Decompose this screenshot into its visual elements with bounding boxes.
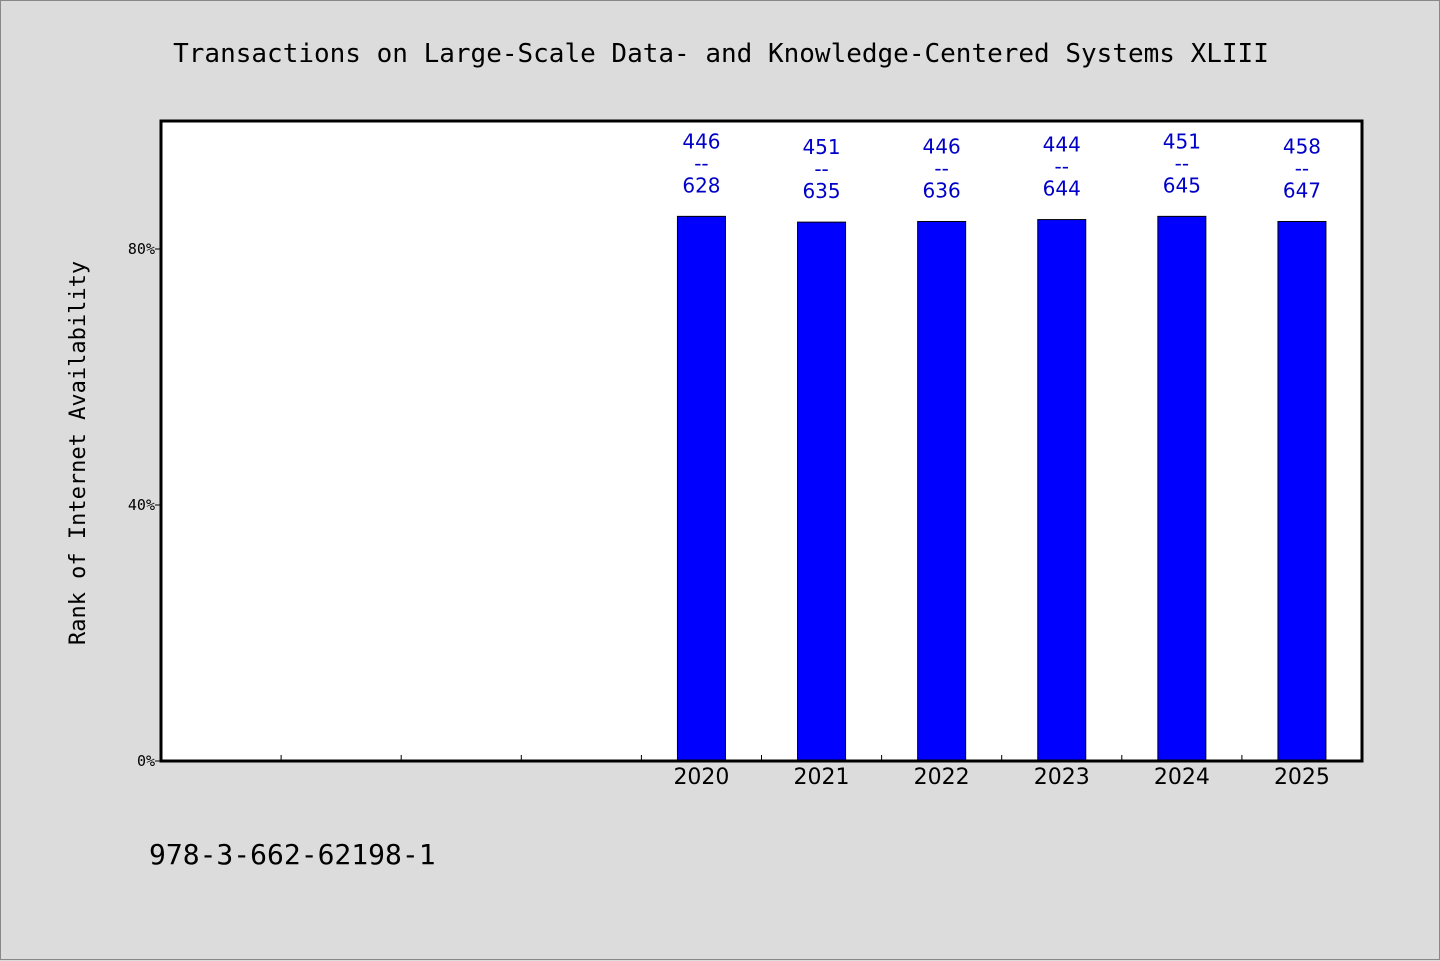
- y-tick-label-0: 0%: [137, 752, 155, 770]
- x-tick-label-2024: 2024: [1154, 765, 1210, 790]
- data-label-2022-line3: 636: [923, 178, 961, 202]
- data-label-2021-line3: 635: [802, 179, 840, 203]
- bar-2024: [1157, 215, 1207, 762]
- data-label-2024-line3: 645: [1163, 173, 1201, 197]
- data-label-2025-line3: 647: [1283, 178, 1321, 202]
- bar-2020: [676, 215, 726, 762]
- x-tick-label-2020: 2020: [673, 765, 729, 790]
- data-label-2023-line3: 644: [1043, 177, 1081, 201]
- bars-layer: [676, 215, 1327, 762]
- data-label-2022-line2: --: [934, 156, 948, 180]
- y-axis-label: Rank of Internet Availability: [66, 261, 91, 645]
- data-label-2020-line3: 628: [682, 173, 720, 197]
- data-label-2024-line2: --: [1175, 151, 1189, 175]
- data-label-2025-line2: --: [1295, 156, 1309, 180]
- x-tick-label-2021: 2021: [794, 765, 850, 790]
- data-label-2020-line2: --: [694, 151, 708, 175]
- bar-2023: [1037, 219, 1087, 762]
- isbn-label: 978-3-662-62198-1: [149, 838, 436, 871]
- data-label-2020-line1: 446: [682, 129, 720, 153]
- x-tick-label-2023: 2023: [1034, 765, 1090, 790]
- axes-layer: 2020 2021 2022 2023 2024 2025 0% 40% 80%: [128, 240, 1330, 790]
- x-tick-label-2022: 2022: [914, 765, 970, 790]
- x-tick-label-2025: 2025: [1274, 765, 1330, 790]
- y-tick-label-80: 80%: [128, 240, 155, 258]
- bar-2025: [1277, 220, 1327, 762]
- plot-border: [159, 119, 1364, 763]
- bar-2022: [917, 220, 967, 762]
- data-label-2022-line1: 446: [923, 134, 961, 158]
- y-tick-label-40: 40%: [128, 496, 155, 514]
- data-label-2025-line1: 458: [1283, 134, 1321, 158]
- data-labels-layer: 446--628451--635446--636444--644451--645…: [682, 129, 1321, 203]
- chart-title: Transactions on Large-Scale Data- and Kn…: [173, 39, 1269, 69]
- data-label-2023-line1: 444: [1043, 133, 1081, 157]
- data-label-2023-line2: --: [1055, 155, 1069, 179]
- data-label-2021-line1: 451: [802, 135, 840, 159]
- data-label-2024-line1: 451: [1163, 129, 1201, 153]
- bar-2021: [797, 221, 847, 762]
- data-label-2021-line2: --: [814, 157, 828, 181]
